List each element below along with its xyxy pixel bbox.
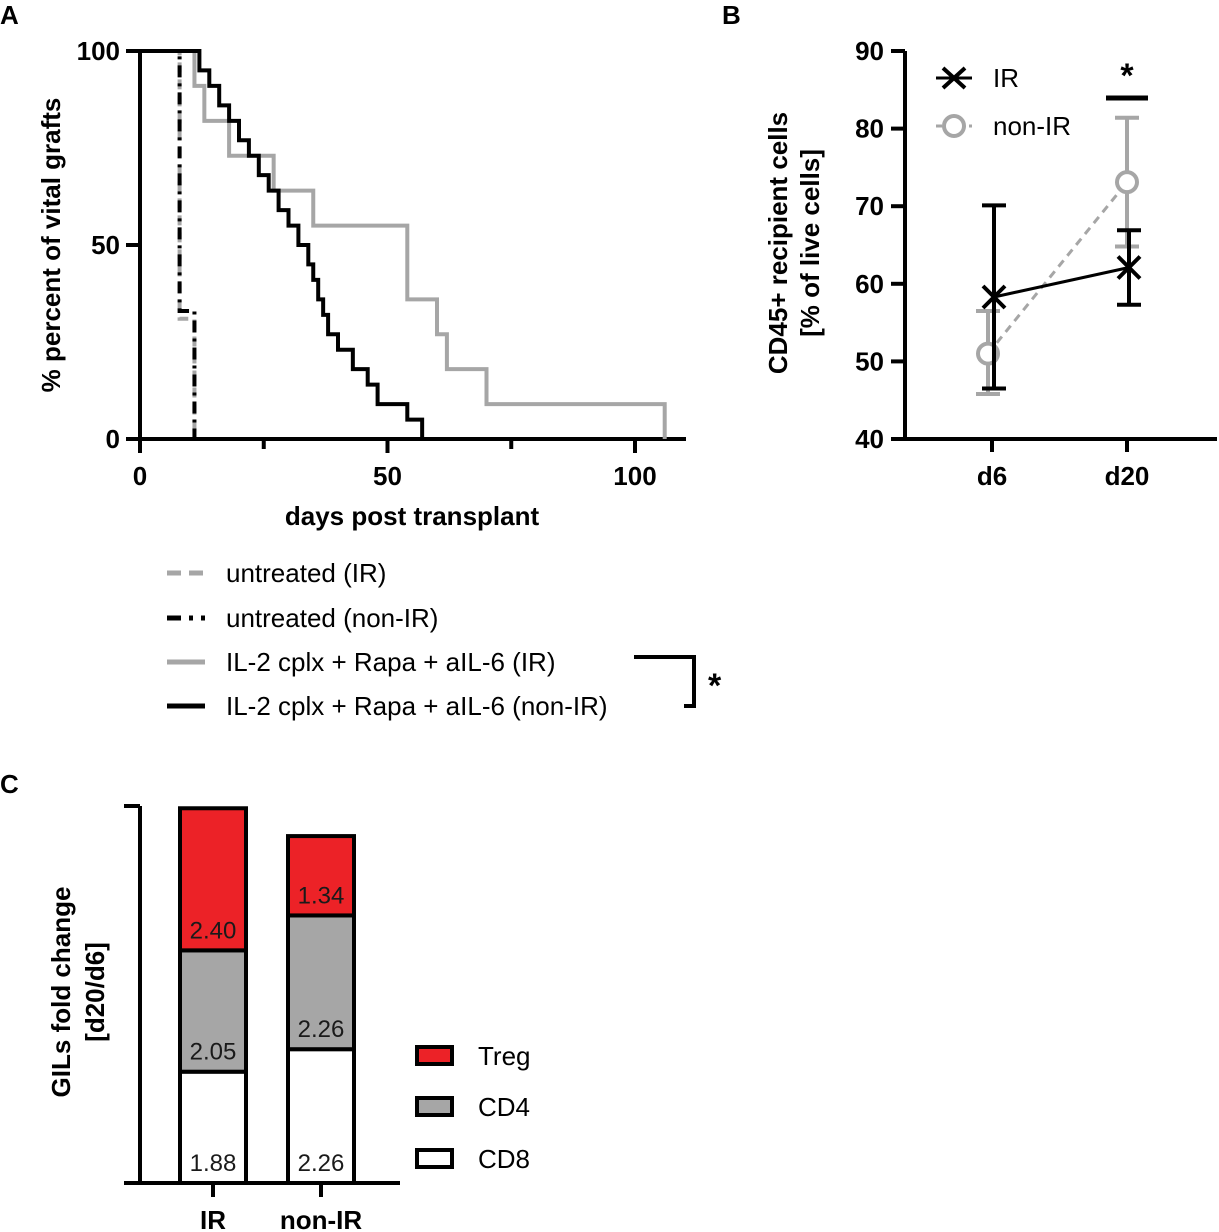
panel-b-point-non-ir	[1115, 170, 1139, 195]
panel-b-y-tick-label: 80	[855, 114, 884, 144]
significance-star-b: *	[1120, 57, 1134, 95]
legend-label-treated-ir: IL-2 cplx + Rapa + aIL-6 (IR)	[226, 647, 555, 677]
survival-curve-1	[140, 49, 197, 439]
bar-value-label: 2.40	[190, 917, 237, 944]
panel-a-x-tick-label: 50	[373, 461, 402, 491]
panel-c-y-axis-title-line1: GILs fold change	[46, 887, 76, 1098]
significance-bracket	[634, 655, 696, 708]
panel-c-legend: Treg CD4 CD8	[415, 1041, 531, 1174]
panel-c-x-tick-label: non-IR	[280, 1205, 363, 1232]
panel-a-x-axis-title: days post transplant	[285, 501, 540, 531]
legend-label-treg: Treg	[478, 1041, 531, 1071]
panel-b-y-axis-title-line2: [% of live cells]	[795, 149, 825, 337]
stacked-bar-segment-cd8	[286, 1047, 356, 1186]
bar-value-label: 1.88	[190, 1150, 237, 1177]
panel-a-legend: untreated (IR) untreated (non-IR) IL-2 c…	[167, 558, 722, 721]
legend-label-untreated-non-ir: untreated (non-IR)	[226, 603, 438, 633]
legend-swatch-cd8	[415, 1148, 454, 1169]
panel-b-y-tick-label: 70	[855, 191, 884, 221]
bar-value-label: 1.34	[298, 882, 345, 909]
legend-label-treated-non-ir: IL-2 cplx + Rapa + aIL-6 (non-IR)	[226, 691, 608, 721]
panel-c-bars: 1.88 2.05 2.40 IR 2.26 2.26 1.34 non-IR	[178, 806, 363, 1232]
panel-b-point-ir	[981, 284, 1007, 310]
panel-a-x-tick-label: 100	[613, 461, 656, 491]
panel-letter-b: B	[722, 0, 741, 30]
panel-b-y-tick-label: 40	[855, 424, 884, 454]
panel-a-survival-chart: 0 50 100 0 50 100 days post transplant % perc…	[36, 36, 722, 721]
panel-b-y-axis-title-line1: CD45+ recipient cells	[763, 112, 793, 374]
panel-a-series	[140, 49, 667, 439]
panel-b-y-tick-label: 60	[855, 269, 884, 299]
legend-label-non-ir: non-IR	[993, 111, 1071, 141]
panel-b-x-tick-label: d6	[977, 461, 1007, 491]
survival-curve-3	[140, 49, 667, 439]
legend-x-marker	[941, 66, 967, 90]
panel-b-connector-ir	[993, 266, 1130, 299]
bar-value-label: 2.26	[298, 1150, 345, 1177]
panel-b-y-tick-label: 50	[855, 346, 884, 376]
panel-c-x-tick-label: IR	[200, 1205, 226, 1232]
panel-b-y-tick-label: 90	[855, 36, 884, 66]
legend-circle-marker	[942, 114, 966, 138]
survival-curve-2	[140, 49, 197, 439]
panel-a-y-tick-label: 50	[91, 230, 120, 260]
legend-label-ir: IR	[993, 63, 1019, 93]
panel-a-y-tick-label: 0	[106, 424, 120, 454]
panel-a-y-tick-label: 100	[77, 36, 120, 66]
panel-a-ticks: 0 50 100 0 50 100	[77, 36, 657, 491]
panel-c-stacked-bar-chart: 1.88 2.05 2.40 IR 2.26 2.26 1.34 non-IR GILs fo…	[46, 804, 531, 1232]
panel-b-ticks: 40 50 60 70 80 90 d6 d20	[855, 36, 1149, 491]
panel-b-axes	[903, 51, 1217, 441]
panel-b-x-tick-label: d20	[1105, 461, 1150, 491]
stacked-bar-segment-treg	[286, 834, 356, 918]
bar-value-label: 2.26	[298, 1016, 345, 1043]
panel-b-point-ir	[1116, 255, 1142, 280]
panel-a-y-axis-title: % percent of vital grafts	[36, 98, 66, 393]
legend-swatch-cd4	[415, 1096, 454, 1117]
legend-label-cd8: CD8	[478, 1144, 530, 1174]
legend-label-untreated-ir: untreated (IR)	[226, 558, 386, 588]
panel-b-series	[976, 115, 1142, 396]
panel-b-connector-non-ir	[986, 181, 1129, 355]
stacked-bar-segment-cd4	[286, 913, 356, 1052]
survival-curve-4	[140, 49, 425, 439]
legend-swatch-treg	[415, 1045, 454, 1066]
panel-c-y-axis-title-line2: [d20/d6]	[80, 942, 110, 1042]
bar-value-label: 2.05	[190, 1039, 237, 1066]
panel-b-legend: IR non-IR	[936, 63, 1071, 141]
significance-star-a: *	[708, 667, 722, 705]
stacked-bar-segment-treg	[178, 806, 248, 953]
panel-a-axes	[138, 51, 686, 441]
panel-a-x-tick-label: 0	[133, 461, 147, 491]
panel-letter-c: C	[0, 769, 19, 799]
panel-letter-a: A	[0, 0, 19, 30]
legend-label-cd4: CD4	[478, 1092, 530, 1122]
